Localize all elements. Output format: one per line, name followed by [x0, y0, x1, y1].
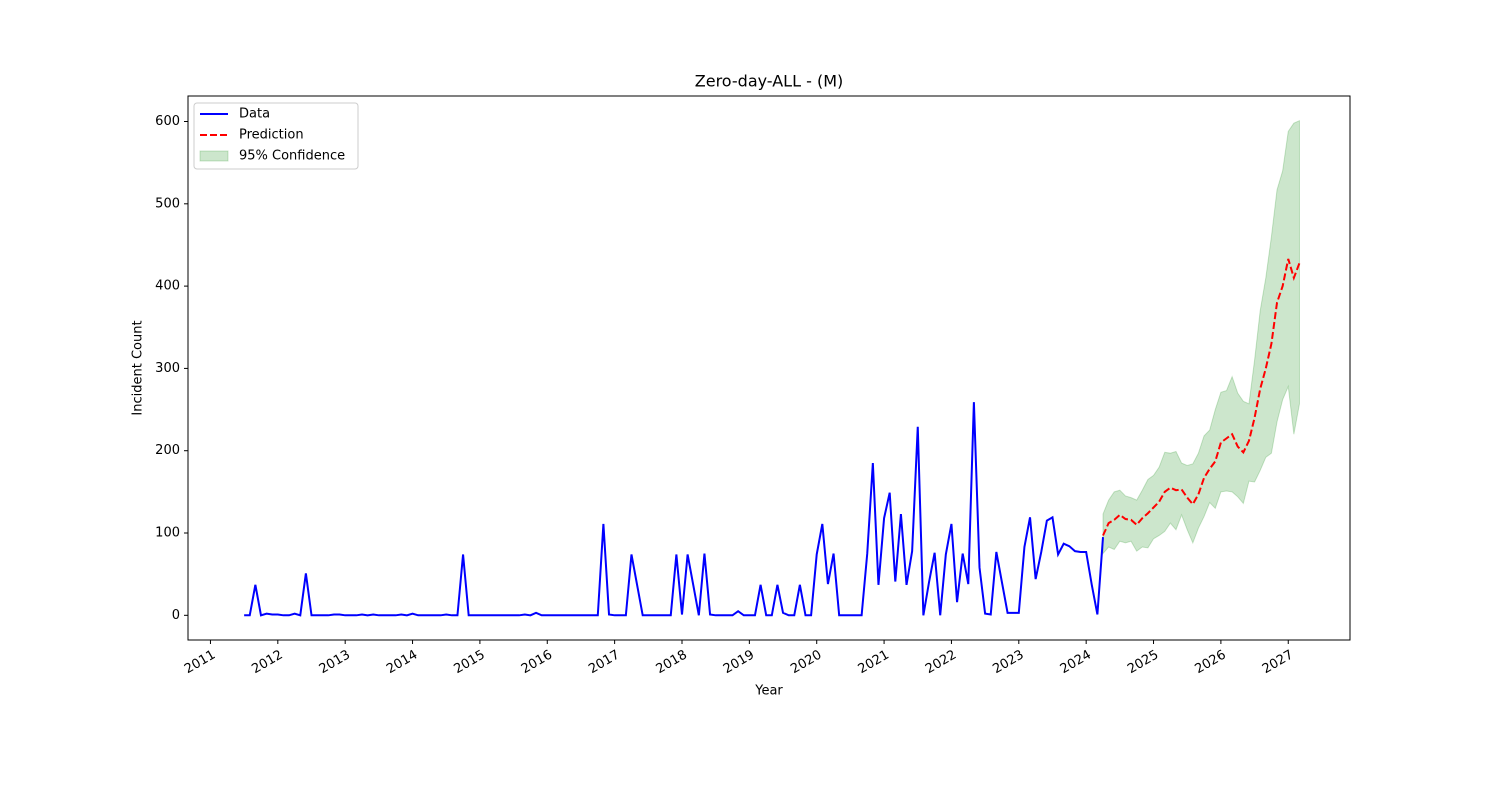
legend-box	[193, 102, 359, 170]
legend-label: Prediction	[239, 128, 304, 143]
y-tick-label: 300	[155, 361, 180, 376]
chart-title: Zero-day-ALL - (M)	[695, 72, 843, 91]
y-tick-label: 400	[155, 279, 180, 294]
data-line	[244, 402, 1104, 617]
y-tick-label: 200	[155, 443, 180, 458]
legend-swatch	[199, 150, 229, 162]
y-tick-label: 100	[155, 526, 180, 541]
series-group	[244, 119, 1301, 617]
y-tick-label: 500	[155, 196, 180, 211]
legend-label: 95% Confidence	[239, 149, 345, 164]
x-axis-label: Year	[754, 684, 783, 699]
prediction-line	[1102, 258, 1301, 536]
y-axis-label: Incident Count	[131, 320, 146, 415]
legend-label: Data	[239, 107, 270, 122]
y-tick-label: 0	[172, 608, 180, 623]
y-tick-label: 600	[155, 114, 180, 129]
confidence-band	[1102, 119, 1300, 555]
axes-frame	[187, 95, 1351, 641]
